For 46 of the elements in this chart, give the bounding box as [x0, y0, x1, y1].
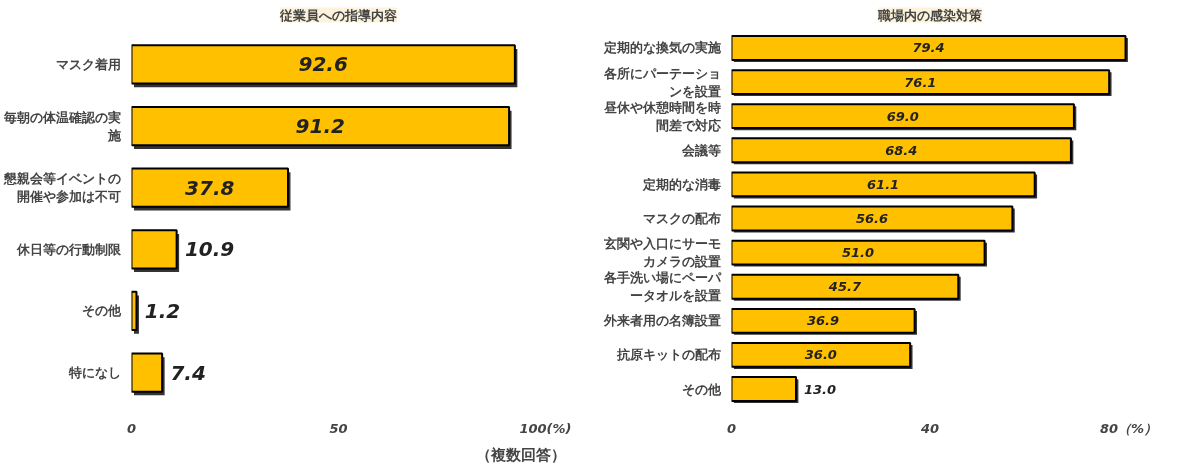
- data-label: 10.9: [184, 237, 235, 262]
- data-label: 36.9: [807, 313, 840, 329]
- x-tick-label: 40: [919, 420, 940, 436]
- y-tick-label: 各手洗い場にペーパータオルを設置: [602, 270, 722, 304]
- x-tick-label: 0: [126, 420, 137, 436]
- data-label: 13.0: [803, 381, 837, 397]
- y-tick-label: その他: [681, 381, 722, 397]
- y-tick-label: 懇親会等イベントの開催や参加は不可: [2, 171, 121, 205]
- y-tick-label: 抗原キットの配布: [615, 347, 721, 363]
- bar: [131, 105, 511, 147]
- x-tick-label: 0: [726, 420, 737, 436]
- y-tick-label: 玄関や入口にサーモカメラの設置: [602, 236, 721, 270]
- y-tick-label: 昼休や休憩時間を時間差で対応: [602, 99, 721, 133]
- chart-title: 従業員への指導内容: [279, 7, 397, 23]
- y-tick-label: 会議等: [680, 142, 721, 158]
- data-label: 36.0: [804, 347, 837, 363]
- data-label: 51.0: [842, 245, 875, 261]
- y-tick-label: 定期的な消毒: [641, 176, 721, 192]
- data-label: 45.7: [827, 279, 862, 295]
- chart-title: 職場内の感染対策: [877, 7, 983, 23]
- y-tick-label: 定期的な換気の実施: [602, 40, 722, 56]
- data-label: 68.4: [885, 142, 918, 158]
- data-label: 91.2: [295, 114, 345, 139]
- bar: [731, 341, 912, 368]
- bar: [131, 229, 178, 270]
- data-label: 92.6: [298, 52, 348, 77]
- y-tick-label: 毎朝の体温確認の実施: [2, 109, 122, 143]
- data-label: 79.4: [912, 40, 945, 56]
- y-tick-label: 各所にパーテーションを設置: [602, 65, 721, 99]
- y-tick-label: 特になし: [67, 365, 121, 381]
- y-tick-label: マスク着用: [55, 56, 121, 72]
- data-label: 7.4: [170, 360, 206, 385]
- y-tick-label: 休日等の行動制限: [15, 241, 122, 257]
- y-tick-label: マスクの配布: [642, 211, 721, 226]
- text: （複数回答）: [475, 445, 566, 464]
- x-tick-label: 100(%): [519, 420, 572, 436]
- y-tick-label: 外来者用の名簿設置: [602, 313, 721, 329]
- data-label: 61.1: [867, 176, 900, 192]
- data-label: 37.8: [185, 175, 235, 200]
- data-label: 69.0: [886, 108, 919, 124]
- y-tick-label: その他: [81, 303, 122, 319]
- data-label: 76.1: [904, 74, 937, 90]
- x-tick-label: 50: [329, 420, 348, 436]
- data-label: 56.6: [855, 211, 888, 226]
- data-label: 1.2: [144, 298, 181, 323]
- x-tick-label: 80（%）: [1099, 420, 1158, 436]
